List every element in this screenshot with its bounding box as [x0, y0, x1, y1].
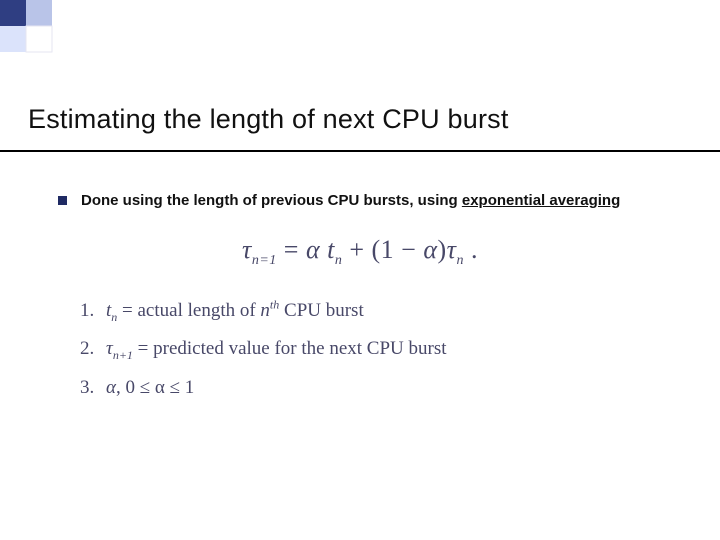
- bullet-text-pre: Done using the length of previous CPU bu…: [81, 192, 462, 209]
- f-minus: −: [394, 235, 423, 264]
- bullet-marker: [58, 196, 67, 205]
- f-alpha: α: [306, 235, 320, 264]
- def3-rest: , 0 ≤ α ≤ 1: [116, 377, 194, 398]
- f-eq: =: [277, 235, 306, 264]
- formula-block: τn=1 = α tn + (1 − α)τn .: [0, 235, 720, 269]
- slide-root: Estimating the length of next CPU burst …: [0, 0, 720, 540]
- f-plus: +: [342, 235, 371, 264]
- title-underline: [0, 150, 720, 152]
- def2-eq: = predicted value for the next CPU burst: [133, 338, 447, 359]
- deco-sq-2: [26, 0, 52, 26]
- deco-sq-3: [0, 26, 26, 52]
- def1-tail: CPU burst: [279, 300, 363, 321]
- def1-eq: = actual length of: [117, 300, 260, 321]
- definitions-list: 1. tn = actual length of nth CPU burst 2…: [80, 294, 700, 409]
- page-title: Estimating the length of next CPU burst: [28, 104, 700, 135]
- f-period: .: [464, 235, 478, 264]
- formula-expression: τn=1 = α tn + (1 − α)τn .: [242, 235, 478, 269]
- bullet-row: Done using the length of previous CPU bu…: [58, 192, 700, 209]
- f-sub-n2: n: [456, 253, 464, 268]
- f-tau: τ: [242, 235, 252, 264]
- bullet-text-underlined: exponential averaging: [462, 192, 620, 209]
- deco-sq-4: [26, 26, 52, 52]
- title-area: Estimating the length of next CPU burst: [28, 104, 700, 135]
- deco-sq-1: [0, 0, 26, 26]
- def3-alpha: α: [106, 377, 116, 398]
- def2-sub: n+1: [113, 348, 133, 362]
- f-alpha2: α: [423, 235, 437, 264]
- f-lp: (: [372, 235, 381, 264]
- def-line-3: 3. α, 0 ≤ α ≤ 1: [80, 371, 700, 405]
- f-sub-lhs: n=1: [252, 253, 277, 268]
- f-tau2: τ: [447, 235, 457, 264]
- def2-tau: τ: [106, 338, 113, 359]
- def2-num: 2.: [80, 332, 100, 366]
- f-rp: ): [438, 235, 447, 264]
- bullet-text: Done using the length of previous CPU bu…: [81, 192, 620, 209]
- def1-nth-n: n: [260, 300, 270, 321]
- f-one: 1: [381, 235, 395, 264]
- def-line-1: 1. tn = actual length of nth CPU burst: [80, 294, 700, 328]
- def-line-2: 2. τn+1 = predicted value for the next C…: [80, 332, 700, 366]
- f-t: t: [327, 235, 335, 264]
- def3-num: 3.: [80, 371, 100, 405]
- def1-num: 1.: [80, 294, 100, 328]
- def1-nth-sup: th: [270, 298, 279, 312]
- corner-decoration: [0, 0, 90, 60]
